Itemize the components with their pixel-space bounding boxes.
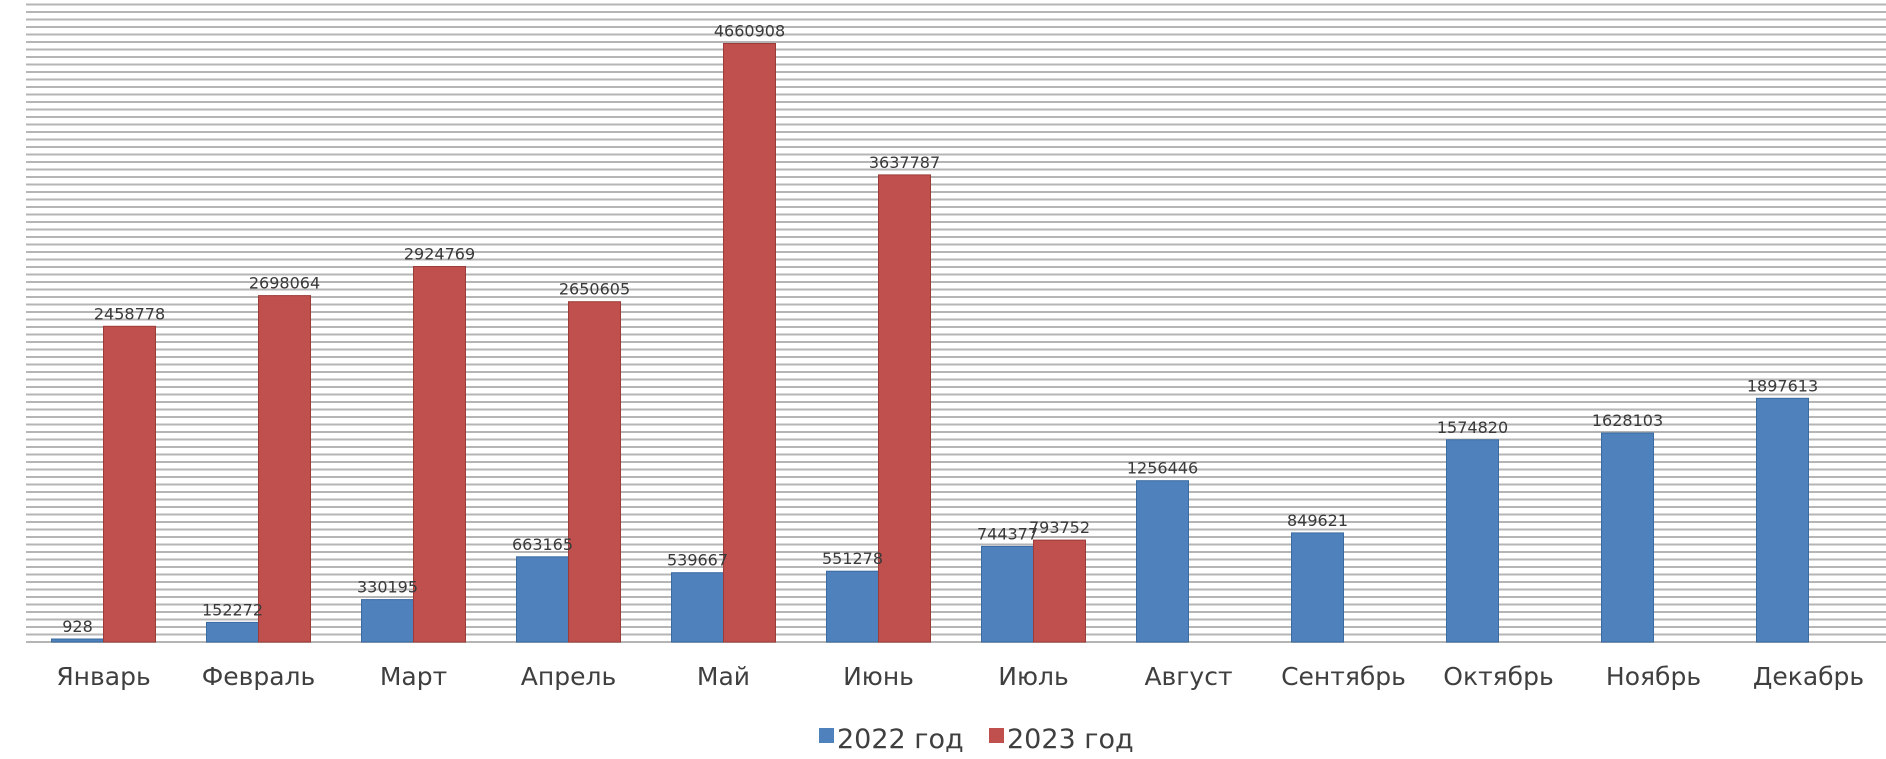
data-label-2022-0: 928: [62, 617, 93, 636]
data-label-2023-0: 2458778: [94, 304, 165, 323]
bar-2023-0: [103, 325, 156, 643]
data-label-2023-6: 793752: [1029, 518, 1090, 537]
bar-2022-1: [206, 621, 259, 643]
bar-2022-7: [1136, 480, 1189, 643]
data-label-2023-2: 2924769: [404, 245, 475, 264]
category-label-5: Июнь: [843, 662, 914, 691]
legend-swatch-2023: [989, 728, 1004, 743]
data-label-2022-4: 539667: [667, 551, 728, 570]
data-label-2022-10: 1628103: [1592, 411, 1663, 430]
data-label-2022-6: 744377: [977, 524, 1038, 543]
data-label-2022-9: 1574820: [1437, 418, 1508, 437]
bar-2022-3: [516, 556, 569, 643]
data-label-2023-4: 4660908: [714, 22, 785, 41]
data-label-2023-5: 3637787: [869, 153, 940, 172]
bar-2022-0: [51, 638, 104, 643]
category-label-11: Декабрь: [1753, 662, 1864, 691]
bar-2022-6: [981, 545, 1034, 643]
category-labels: Январь Февраль Март Апрель Май Июнь Июль Август…: [56, 662, 1864, 691]
legend: 2022 год 2023 год: [819, 724, 1134, 755]
data-label-2022-2: 330195: [357, 578, 418, 597]
bar-2023-4: [723, 43, 776, 643]
bar-2023-6: [1033, 539, 1086, 643]
data-label-2022-3: 663165: [512, 535, 573, 554]
bar-2022-5: [826, 570, 879, 643]
bar-2023-2: [413, 266, 466, 643]
legend-label-2022: 2022 год: [837, 724, 964, 755]
bar-2022-11: [1756, 397, 1809, 643]
category-label-8: Сентябрь: [1281, 662, 1406, 691]
data-label-2023-3: 2650605: [559, 280, 630, 299]
bar-2023-1: [258, 295, 311, 643]
category-label-6: Июль: [998, 662, 1068, 691]
data-labels: 928 2458778 152272 2698064 330195 2924769 6631…: [62, 22, 1818, 637]
bar-2023-5: [878, 174, 931, 643]
data-label-2022-1: 152272: [202, 600, 263, 619]
data-label-2022-11: 1897613: [1747, 376, 1818, 395]
data-label-2023-1: 2698064: [249, 274, 320, 293]
bar-2023-3: [568, 301, 621, 643]
data-label-2022-7: 1256446: [1127, 459, 1198, 478]
legend-swatch-2022: [819, 728, 834, 743]
category-label-7: Август: [1144, 662, 1232, 691]
category-label-10: Ноябрь: [1606, 662, 1701, 691]
bars: [51, 43, 1809, 643]
data-label-2022-8: 849621: [1287, 511, 1348, 530]
category-label-1: Февраль: [202, 662, 316, 691]
data-label-2022-5: 551278: [822, 549, 883, 568]
category-label-2: Март: [380, 662, 447, 691]
category-label-0: Январь: [56, 662, 150, 691]
gridlines: [26, 3, 1886, 643]
bar-2022-8: [1291, 532, 1344, 643]
bar-2022-10: [1601, 432, 1654, 643]
category-label-9: Октябрь: [1443, 662, 1553, 691]
bar-2022-9: [1446, 439, 1499, 643]
legend-label-2023: 2023 год: [1007, 724, 1134, 755]
category-label-4: Май: [697, 662, 750, 691]
category-label-3: Апрель: [521, 662, 616, 691]
bar-2022-2: [361, 599, 414, 643]
bar-2022-4: [671, 572, 724, 643]
